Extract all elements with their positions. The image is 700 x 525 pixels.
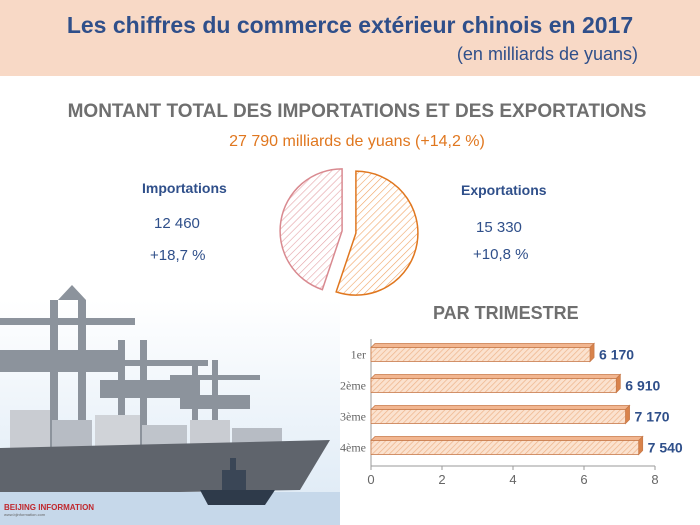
exports-growth: +10,8 %: [473, 246, 529, 263]
pie-slice-imports: [279, 168, 343, 291]
x-tick-label: 8: [651, 472, 658, 487]
pie-slice-exports: [335, 170, 419, 296]
exports-label: Exportations: [461, 182, 547, 198]
bar-top-face: [370, 436, 644, 441]
bar-4: [370, 440, 640, 455]
bar-top-face: [370, 374, 622, 379]
data-label: 6 910: [625, 378, 660, 394]
bar-1: [370, 347, 591, 362]
category-label: 4ème: [340, 441, 366, 455]
header-banner: [0, 0, 700, 76]
category-label: 1er: [351, 348, 366, 362]
page-title: Les chiffres du commerce extérieur chino…: [66, 12, 634, 38]
bar-3: [370, 409, 626, 424]
crane-group: [0, 285, 260, 460]
imports-growth: +18,7 %: [150, 247, 206, 264]
imports-value: 12 460: [154, 215, 200, 232]
bar-2: [370, 378, 617, 393]
tugboat: [200, 458, 275, 505]
beijing-information-logo: BEIJING INFORMATION www.bjinformation.co…: [4, 503, 94, 517]
harbor-water: [0, 492, 340, 525]
cargo-ship: [0, 440, 330, 495]
x-tick-label: 6: [580, 472, 587, 487]
x-tick-label: 2: [438, 472, 445, 487]
logo-text: BEIJING INFORMATION: [4, 503, 95, 512]
imports-label: Importations: [142, 180, 227, 196]
x-tick-label: 0: [367, 472, 374, 487]
total-value: 27 790 milliards de yuans (+14,2 %): [229, 133, 485, 150]
total-section-title: MONTANT TOTAL DES IMPORTATIONS ET DES EX…: [67, 101, 647, 122]
bar-top-face: [370, 343, 596, 348]
quarter-section-title: PAR TRIMESTRE: [433, 303, 579, 323]
bar-top-face: [370, 405, 631, 410]
category-label: 2ème: [340, 379, 366, 393]
trade-pie-chart: [279, 168, 419, 296]
logo-url: www.bjinformation.com: [4, 512, 46, 517]
quarterly-bar-chart: 0 2 4 6 8 1er 6 170 2ème 6 910 3ème 7 170 4ème 7 540: [340, 339, 683, 487]
data-label: 6 170: [599, 347, 634, 363]
harbor-illustration: [0, 285, 340, 525]
x-tick-label: 4: [509, 472, 516, 487]
category-label: 3ème: [340, 410, 366, 424]
unit-subtitle: (en milliards de yuans): [456, 44, 638, 64]
exports-value: 15 330: [476, 219, 522, 236]
data-label: 7 540: [648, 440, 683, 456]
data-label: 7 170: [635, 409, 670, 425]
